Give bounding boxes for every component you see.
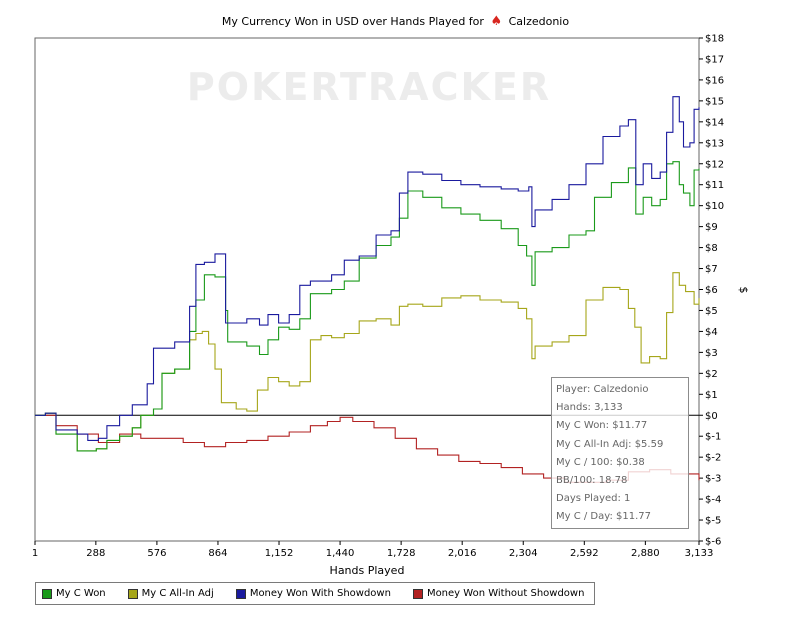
y-tick-label: $16 bbox=[705, 75, 724, 86]
y-tick-label: $11 bbox=[705, 180, 724, 191]
x-tick-label: 864 bbox=[208, 548, 227, 559]
series-line-my-c-won bbox=[35, 161, 700, 452]
y-axis: $-6 $-5 $-4 $-3 $-2 $-1 $0 $1 $2 $3 $4 $5 $6 $7 $8 $9 $1… bbox=[699, 34, 724, 548]
tooltip-line: Days Played: 1 bbox=[556, 493, 631, 505]
y-tick-label: $3 bbox=[705, 348, 718, 359]
tooltip-line: Player: Calzedonio bbox=[556, 384, 649, 395]
y-tick-label: $1 bbox=[705, 390, 718, 401]
x-tick-label: 1 bbox=[32, 548, 38, 559]
y-tick-label: $8 bbox=[705, 243, 718, 254]
legend-label: My C All-In Adj bbox=[141, 588, 214, 599]
legend-label: Money Won Without Showdown bbox=[426, 588, 585, 599]
tooltip-line: My C / Day: $11.77 bbox=[556, 511, 651, 523]
y-tick-label: $6 bbox=[705, 285, 718, 296]
y-tick-label: $-3 bbox=[705, 474, 721, 485]
y-tick-label: $7 bbox=[705, 264, 718, 275]
legend-item: My C Won bbox=[42, 588, 106, 599]
legend-swatch bbox=[235, 588, 246, 599]
x-tick-label: 2,880 bbox=[631, 548, 660, 559]
tooltip-line: BB/100: 18.78 bbox=[556, 474, 628, 486]
y-tick-label: $-1 bbox=[705, 432, 721, 443]
x-tick-label: 1,440 bbox=[326, 548, 355, 559]
legend-label: My C Won bbox=[56, 588, 106, 599]
legend-item: Money Won With Showdown bbox=[235, 588, 391, 599]
y-tick-label: $5 bbox=[705, 306, 718, 317]
player-name: Calzedonio bbox=[508, 15, 570, 28]
y-tick-label: $10 bbox=[705, 201, 724, 212]
watermark-text: POKERTRACKER bbox=[187, 65, 551, 109]
y-tick-label: $9 bbox=[705, 222, 718, 233]
legend-swatch bbox=[412, 588, 423, 599]
y-tick-label: $12 bbox=[705, 159, 724, 170]
x-axis-title: Hands Played bbox=[330, 564, 405, 577]
x-tick-label: 2,304 bbox=[509, 548, 538, 559]
legend-item: My C All-In Adj bbox=[127, 588, 214, 599]
tooltip-line: My C / 100: $0.38 bbox=[556, 456, 645, 468]
x-tick-label: 576 bbox=[147, 548, 166, 559]
legend-item: Money Won Without Showdown bbox=[412, 588, 585, 599]
y-axis-title: $ bbox=[737, 287, 750, 294]
spade-icon: ♠ bbox=[490, 14, 503, 29]
y-tick-label: $-2 bbox=[705, 453, 721, 464]
x-tick-label: 3,133 bbox=[685, 548, 714, 559]
tooltip-line: Hands: 3,133 bbox=[556, 402, 623, 414]
x-axis: 1 288 576 864 1,152 1,440 1,728 2,016 2,304 2,592… bbox=[32, 541, 714, 559]
y-tick-label: $-5 bbox=[705, 516, 721, 527]
tooltip-line: My C All-In Adj: $5.59 bbox=[556, 438, 664, 450]
legend-swatch bbox=[42, 588, 52, 599]
chart-title: My Currency Won in USD over Hands Played… bbox=[0, 15, 791, 29]
series-line-money-won-with-showdown bbox=[35, 96, 700, 441]
x-tick-label: 2,592 bbox=[570, 548, 599, 559]
x-tick-label: 1,728 bbox=[387, 548, 416, 559]
hover-tooltip: Player: Calzedonio Hands: 3,133 My C Won: … bbox=[551, 377, 689, 529]
chart-title-text: My Currency Won in USD over Hands Played… bbox=[221, 15, 484, 28]
legend-swatch bbox=[127, 588, 138, 599]
tooltip-line: My C Won: $11.77 bbox=[556, 420, 648, 432]
y-tick-label: $15 bbox=[705, 96, 724, 107]
x-tick-label: 2,016 bbox=[448, 548, 477, 559]
y-tick-label: $13 bbox=[705, 138, 724, 149]
y-tick-label: $-4 bbox=[705, 495, 721, 506]
legend: My C Won My C All-In Adj Money Won With Sh… bbox=[35, 582, 596, 605]
x-tick-label: 1,152 bbox=[265, 548, 294, 559]
y-tick-label: $2 bbox=[705, 369, 718, 380]
legend-label: Money Won With Showdown bbox=[249, 588, 391, 599]
x-tick-label: 288 bbox=[86, 548, 105, 559]
y-tick-label: $17 bbox=[705, 54, 724, 65]
y-tick-label: $0 bbox=[705, 411, 718, 422]
y-tick-label: $18 bbox=[705, 34, 724, 45]
y-tick-label: $14 bbox=[705, 117, 724, 128]
y-tick-label: $4 bbox=[705, 327, 718, 338]
y-tick-label: $-6 bbox=[705, 537, 721, 548]
